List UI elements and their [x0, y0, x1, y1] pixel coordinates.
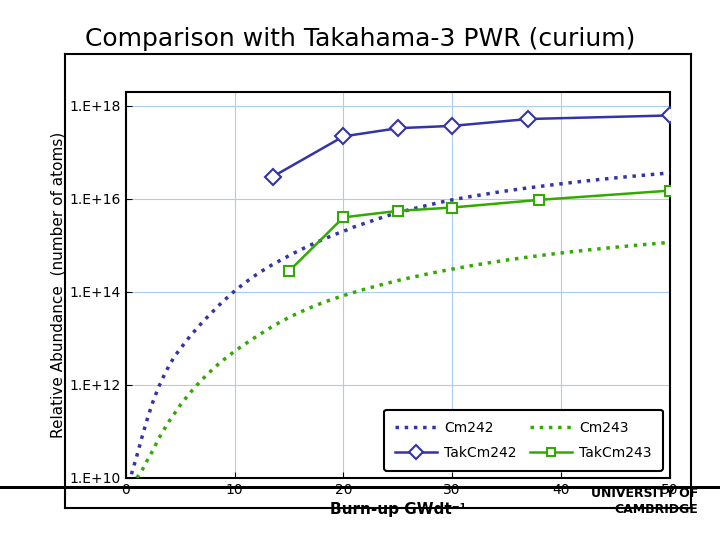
Text: Comparison with Takahama-3 PWR (curium): Comparison with Takahama-3 PWR (curium) [85, 27, 635, 51]
Text: UNIVERSITY OF
CAMBRIDGE: UNIVERSITY OF CAMBRIDGE [591, 487, 698, 516]
Legend: Cm242, TakCm242, Cm243, TakCm243: Cm242, TakCm242, Cm243, TakCm243 [384, 410, 662, 471]
Y-axis label: Relative Abundance  (number of atoms): Relative Abundance (number of atoms) [50, 132, 66, 438]
X-axis label: Burn-up GWdt⁻¹: Burn-up GWdt⁻¹ [330, 502, 466, 517]
